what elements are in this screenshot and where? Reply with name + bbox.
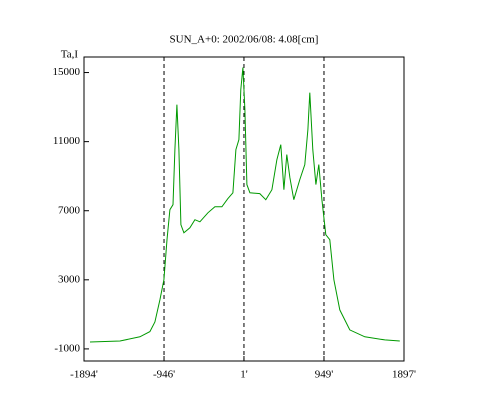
y-tick-label: -1000 <box>54 342 80 354</box>
x-tick-label: -1894' <box>70 369 98 381</box>
y-axis-label: Ta,I <box>61 49 79 61</box>
x-tick-label: 1' <box>240 369 248 381</box>
y-tick-label: 7000 <box>58 204 81 216</box>
y-tick-label: 15000 <box>53 66 81 78</box>
y-tick-label: 11000 <box>53 135 81 147</box>
y-tick-label: 3000 <box>58 273 81 285</box>
chart-title: SUN_A+0: 2002/06/08: 4.08[cm] <box>170 34 319 46</box>
data-line <box>89 67 400 343</box>
x-tick-label: 949' <box>315 369 334 381</box>
x-tick-label: -946' <box>153 369 175 381</box>
x-tick-label: 1897' <box>392 369 416 381</box>
